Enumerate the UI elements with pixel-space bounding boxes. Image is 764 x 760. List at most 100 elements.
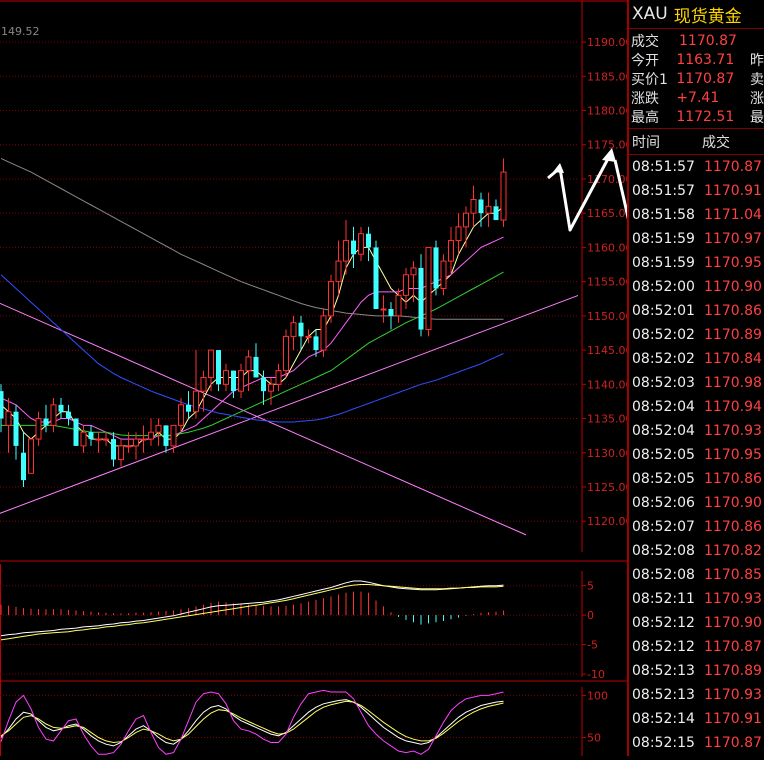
tick-time: 08:52:11 — [632, 591, 695, 607]
tick-time: 08:52:15 — [632, 735, 695, 751]
y-tick-label: 1190.00 — [587, 36, 627, 49]
quote-value: 1170.87 — [679, 32, 737, 49]
quote-value: 1163.71 — [676, 51, 735, 68]
candle-body — [118, 445, 124, 461]
candle-body — [261, 377, 266, 392]
tick-row[interactable]: 08:52:11 1170.93 — [629, 587, 764, 611]
candle-body — [238, 370, 244, 392]
chart-svg[interactable]: 1120.00 1125.00 1130.00 1135.00 1140.00 1145.… — [0, 0, 752, 756]
kdj-plot — [0, 689, 504, 755]
quote-extra-label: 最 — [750, 109, 764, 126]
candle-body — [410, 267, 417, 276]
quote-label: 成交 — [631, 33, 659, 50]
tick-price: 1170.87 — [704, 735, 762, 751]
candle-body — [366, 233, 371, 248]
tick-row[interactable]: 08:52:04 1170.93 — [629, 419, 764, 443]
candle-body — [343, 240, 349, 262]
y-tick-label: -5 — [587, 639, 598, 652]
quote-label: 买价1 — [631, 71, 668, 88]
tick-price: 1170.95 — [704, 255, 762, 271]
tick-list[interactable]: 08:51:57 1170.87 08:51:57 1170.91 08:51:58 11… — [629, 155, 764, 755]
tick-price: 1170.90 — [704, 279, 762, 295]
tick-time: 08:52:01 — [632, 303, 695, 319]
tick-row[interactable]: 08:52:12 1170.90 — [629, 611, 764, 635]
tick-price: 1170.90 — [704, 495, 762, 511]
tick-price: 1170.87 — [704, 639, 762, 655]
tick-row[interactable]: 08:52:05 1170.86 — [629, 467, 764, 491]
tick-row[interactable]: 08:52:02 1170.89 — [629, 323, 764, 347]
tick-table-header: 时间 成交 — [629, 129, 764, 155]
candle-body — [351, 240, 356, 255]
quote-value: +7.41 — [676, 89, 720, 106]
tick-row[interactable]: 08:51:58 1171.04 — [629, 203, 764, 227]
tick-row[interactable]: 08:52:15 1170.87 — [629, 731, 764, 755]
candle-body — [58, 404, 64, 412]
candle-body — [163, 425, 169, 446]
y-tick-label: 1160.00 — [587, 241, 627, 254]
tick-row[interactable]: 08:52:07 1170.86 — [629, 515, 764, 539]
tick-time: 08:52:08 — [632, 543, 695, 559]
quote-extra-label: 卖 — [750, 71, 764, 88]
candle-body — [298, 322, 304, 337]
quote-value: 1170.87 — [676, 70, 735, 87]
tick-time: 08:51:59 — [632, 255, 695, 271]
tick-row[interactable]: 08:52:08 1170.85 — [629, 563, 764, 587]
tick-row[interactable]: 08:52:14 1170.91 — [629, 707, 764, 731]
candle-body — [66, 411, 71, 419]
quote-label: 今开 — [631, 52, 659, 69]
tick-price: 1170.85 — [704, 567, 762, 583]
tick-row[interactable]: 08:52:06 1170.90 — [629, 491, 764, 515]
candle-body — [268, 383, 274, 392]
y-tick-label: 1145.00 — [587, 344, 627, 357]
tick-time: 08:52:02 — [632, 351, 695, 367]
candle-body — [111, 439, 116, 460]
tick-row[interactable]: 08:51:59 1170.95 — [629, 251, 764, 275]
tick-row[interactable]: 08:52:02 1170.84 — [629, 347, 764, 371]
tick-row[interactable]: 08:52:13 1170.93 — [629, 683, 764, 707]
tick-row[interactable]: 08:52:08 1170.82 — [629, 539, 764, 563]
tick-header-time: 时间 — [632, 134, 660, 151]
tick-time: 08:51:57 — [632, 159, 695, 175]
y-tick-label: 1120.00 — [587, 515, 627, 528]
tick-row[interactable]: 08:51:57 1170.87 — [629, 155, 764, 179]
candle-body — [470, 198, 477, 214]
candle-body — [463, 212, 469, 228]
kdj-line — [0, 699, 504, 747]
tick-row[interactable]: 08:51:59 1170.97 — [629, 227, 764, 251]
candle-body — [0, 391, 4, 419]
tick-row[interactable]: 08:52:05 1170.95 — [629, 443, 764, 467]
chart-area[interactable]: 1120.00 1125.00 1130.00 1135.00 1140.00 1145.… — [0, 0, 752, 756]
quote-row: 买价1 1170.87 卖 — [629, 69, 764, 88]
tick-price: 1170.84 — [704, 351, 762, 367]
candle-body — [231, 370, 236, 392]
y-tick-label: 5 — [587, 580, 594, 593]
symbol-code: XAU — [632, 4, 668, 24]
last-price-label: 149.52 — [1, 25, 40, 38]
candle-body — [43, 418, 49, 426]
y-tick-label: 1150.00 — [587, 310, 627, 323]
kdj-line — [0, 700, 504, 744]
candle-body — [21, 452, 26, 481]
tick-row[interactable]: 08:52:03 1170.98 — [629, 371, 764, 395]
tick-row[interactable]: 08:52:04 1170.94 — [629, 395, 764, 419]
candle-body — [5, 411, 12, 426]
main-plot — [0, 157, 578, 536]
tick-time: 08:52:12 — [632, 639, 695, 655]
y-tick-label: 100 — [587, 689, 608, 702]
candle-body — [245, 356, 252, 372]
y-tick-label: 50 — [587, 731, 601, 744]
tick-row[interactable]: 08:52:13 1170.89 — [629, 659, 764, 683]
tick-row[interactable]: 08:52:01 1170.86 — [629, 299, 764, 323]
macd-line — [0, 584, 504, 641]
tick-row[interactable]: 08:52:00 1170.90 — [629, 275, 764, 299]
tick-row[interactable]: 08:52:12 1170.87 — [629, 635, 764, 659]
tick-price: 1170.89 — [704, 663, 762, 679]
candle-body — [95, 438, 102, 441]
candle-body — [373, 247, 379, 310]
candle-body — [140, 438, 147, 441]
tick-time: 08:51:57 — [632, 183, 695, 199]
tick-price: 1170.93 — [704, 687, 762, 703]
tick-row[interactable]: 08:51:57 1170.91 — [629, 179, 764, 203]
tick-time: 08:52:06 — [632, 495, 695, 511]
tick-time: 08:52:05 — [632, 471, 695, 487]
